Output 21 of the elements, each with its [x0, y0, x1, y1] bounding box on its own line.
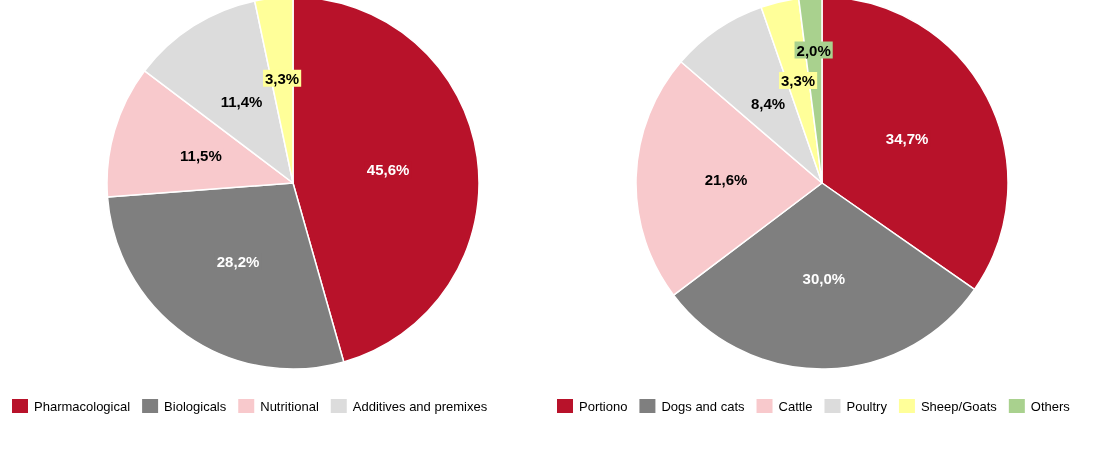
data-label: 3,3% — [780, 71, 816, 89]
data-label: 21,6% — [704, 171, 748, 189]
data-label: 30,0% — [802, 270, 846, 288]
data-label: 45,6% — [366, 161, 410, 179]
legend-label: Nutritional — [260, 398, 319, 414]
legend-label: Others — [1030, 398, 1071, 414]
legend-label: Biologicals — [164, 398, 227, 414]
data-label: 34,7% — [885, 130, 929, 148]
data-label: 11,4% — [220, 93, 263, 111]
data-label: 28,2% — [216, 253, 260, 271]
legend-label: Poultry — [846, 398, 888, 414]
data-label: 2,0% — [796, 41, 831, 59]
legend-label: Additives and premixes — [352, 398, 488, 414]
data-label: 3,3% — [265, 69, 300, 87]
legend-label: Dogs and cats — [661, 398, 746, 414]
legend-label: Sheep/Goats — [920, 398, 998, 414]
legend-label: Portiono — [579, 398, 628, 414]
legend-label: Cattle — [778, 398, 813, 414]
legend-label: Pharmacological — [34, 398, 131, 414]
data-label: 11,5% — [180, 147, 222, 165]
data-label: 8,4% — [750, 95, 786, 113]
